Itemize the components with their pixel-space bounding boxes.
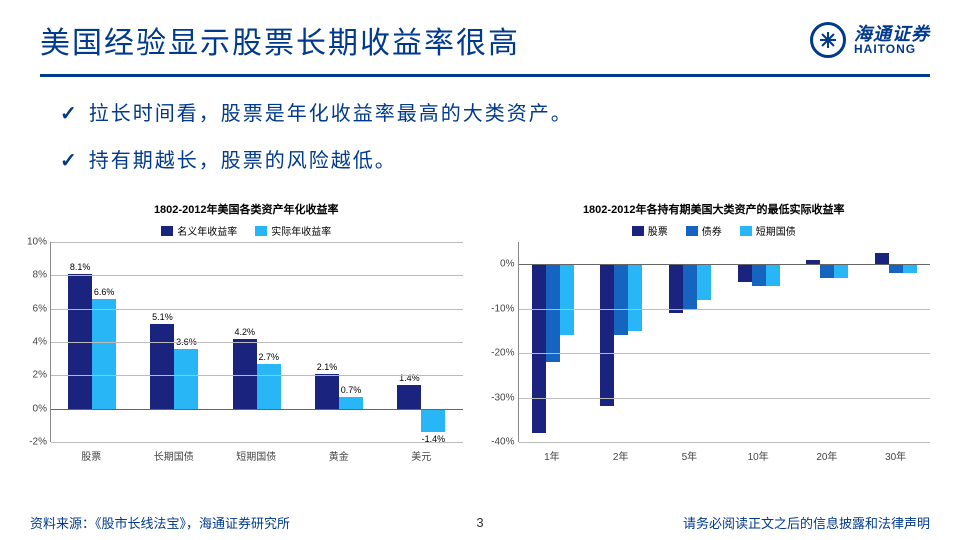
bar [903, 264, 917, 273]
chart-right-title: 1802-2012年各持有期美国大类资产的最低实际收益率 [488, 201, 941, 217]
header: 美国经验显示股票长期收益率很高 海通证券 HAITONG [0, 0, 960, 70]
chart-left-xlabels: 股票长期国债短期国债黄金美元 [50, 448, 463, 463]
legend-label: 短期国债 [756, 223, 796, 238]
bar [560, 264, 574, 335]
legend-label: 债券 [702, 223, 722, 238]
bar-group [656, 242, 725, 442]
bullet-text: 持有期越长，股票的风险越低。 [89, 150, 397, 172]
chart-right: 1802-2012年各持有期美国大类资产的最低实际收益率 股票 债券 短期国债 -4… [488, 201, 941, 463]
bar [397, 385, 421, 408]
bar [339, 397, 363, 409]
footer-source: 资料来源：《股市长线法宝》，海通证券研究所 [30, 513, 290, 532]
bar [889, 264, 903, 273]
bar [766, 264, 780, 286]
chart-right-legend: 股票 债券 短期国债 [488, 223, 941, 238]
chart-right-xlabels: 1年2年5年10年20年30年 [518, 448, 931, 463]
bar [532, 264, 546, 433]
legend-item: 股票 [632, 223, 668, 238]
bar-value-label: 2.7% [258, 352, 279, 362]
bar [174, 349, 198, 409]
legend-item: 债券 [686, 223, 722, 238]
bar [257, 364, 281, 409]
x-label: 10年 [724, 448, 793, 463]
legend-label: 名义年收益率 [177, 223, 237, 238]
chart-left-legend: 名义年收益率 实际年收益率 [20, 223, 473, 238]
legend-swatch [255, 226, 267, 236]
bar [150, 324, 174, 409]
legend-item: 名义年收益率 [161, 223, 237, 238]
bullet-item: ✓ 拉长时间看，股票是年化收益率最高的大类资产。 [60, 97, 900, 126]
bar-group [519, 242, 588, 442]
legend-item: 短期国债 [740, 223, 796, 238]
x-label: 1年 [518, 448, 587, 463]
bar [683, 264, 697, 308]
legend-swatch [632, 226, 644, 236]
chart-left: 1802-2012年美国各类资产年化收益率 名义年收益率 实际年收益率 8.1% 6… [20, 201, 473, 463]
legend-swatch [740, 226, 752, 236]
bar [92, 299, 116, 409]
check-icon: ✓ [60, 150, 79, 172]
x-label: 长期国债 [133, 448, 216, 463]
bar-group [587, 242, 656, 442]
bar [614, 264, 628, 335]
bar [752, 264, 766, 286]
legend-label: 股票 [648, 223, 668, 238]
legend-swatch [161, 226, 173, 236]
bullet-item: ✓ 持有期越长，股票的风险越低。 [60, 144, 900, 173]
bar [546, 264, 560, 362]
logo-icon [810, 22, 846, 58]
bar-value-label: 4.2% [234, 327, 255, 337]
x-label: 股票 [50, 448, 133, 463]
bar [628, 264, 642, 331]
check-icon: ✓ [60, 103, 79, 125]
x-label: 2年 [586, 448, 655, 463]
page-title: 美国经验显示股票长期收益率很高 [40, 18, 520, 62]
chart-left-title: 1802-2012年美国各类资产年化收益率 [20, 201, 473, 217]
bar [697, 264, 711, 300]
bar-value-label: 8.1% [70, 262, 91, 272]
legend-swatch [686, 226, 698, 236]
bar [738, 264, 752, 282]
bullet-list: ✓ 拉长时间看，股票是年化收益率最高的大类资产。 ✓ 持有期越长，股票的风险越低。 [0, 77, 960, 201]
x-label: 美元 [380, 448, 463, 463]
logo-text-en: HAITONG [854, 43, 930, 55]
bar-group [861, 242, 930, 442]
chart-left-plot: 8.1%6.6%5.1%3.6%4.2%2.7%2.1%0.7%1.4%-1.4… [50, 242, 463, 442]
bar [233, 339, 257, 409]
legend-item: 实际年收益率 [255, 223, 331, 238]
bar [315, 374, 339, 409]
bar-value-label: 2.1% [317, 362, 338, 372]
bar-group [724, 242, 793, 442]
bar-value-label: 5.1% [152, 312, 173, 322]
bar [421, 409, 445, 432]
x-label: 30年 [861, 448, 930, 463]
bullet-text: 拉长时间看，股票是年化收益率最高的大类资产。 [89, 103, 573, 125]
bar-value-label: 6.6% [94, 287, 115, 297]
footer-disclaimer: 请务必阅读正文之后的信息披露和法律声明 [683, 513, 930, 532]
bar [820, 264, 834, 277]
logo: 海通证券 HAITONG [810, 22, 930, 58]
legend-label: 实际年收益率 [271, 223, 331, 238]
chart-right-plot: -40%-30%-20%-10%0% [518, 242, 931, 442]
page-number: 3 [476, 515, 483, 530]
footer: 资料来源：《股市长线法宝》，海通证券研究所 3 请务必阅读正文之后的信息披露和法… [0, 513, 960, 532]
bar [669, 264, 683, 313]
bar [600, 264, 614, 406]
x-label: 5年 [655, 448, 724, 463]
bar-value-label: 0.7% [341, 385, 362, 395]
logo-text-cn: 海通证券 [854, 25, 930, 43]
bar [834, 264, 848, 277]
x-label: 短期国债 [215, 448, 298, 463]
x-label: 20年 [793, 448, 862, 463]
charts-row: 1802-2012年美国各类资产年化收益率 名义年收益率 实际年收益率 8.1% 6… [0, 201, 960, 463]
bar [875, 253, 889, 264]
x-label: 黄金 [298, 448, 381, 463]
bar-group [793, 242, 862, 442]
